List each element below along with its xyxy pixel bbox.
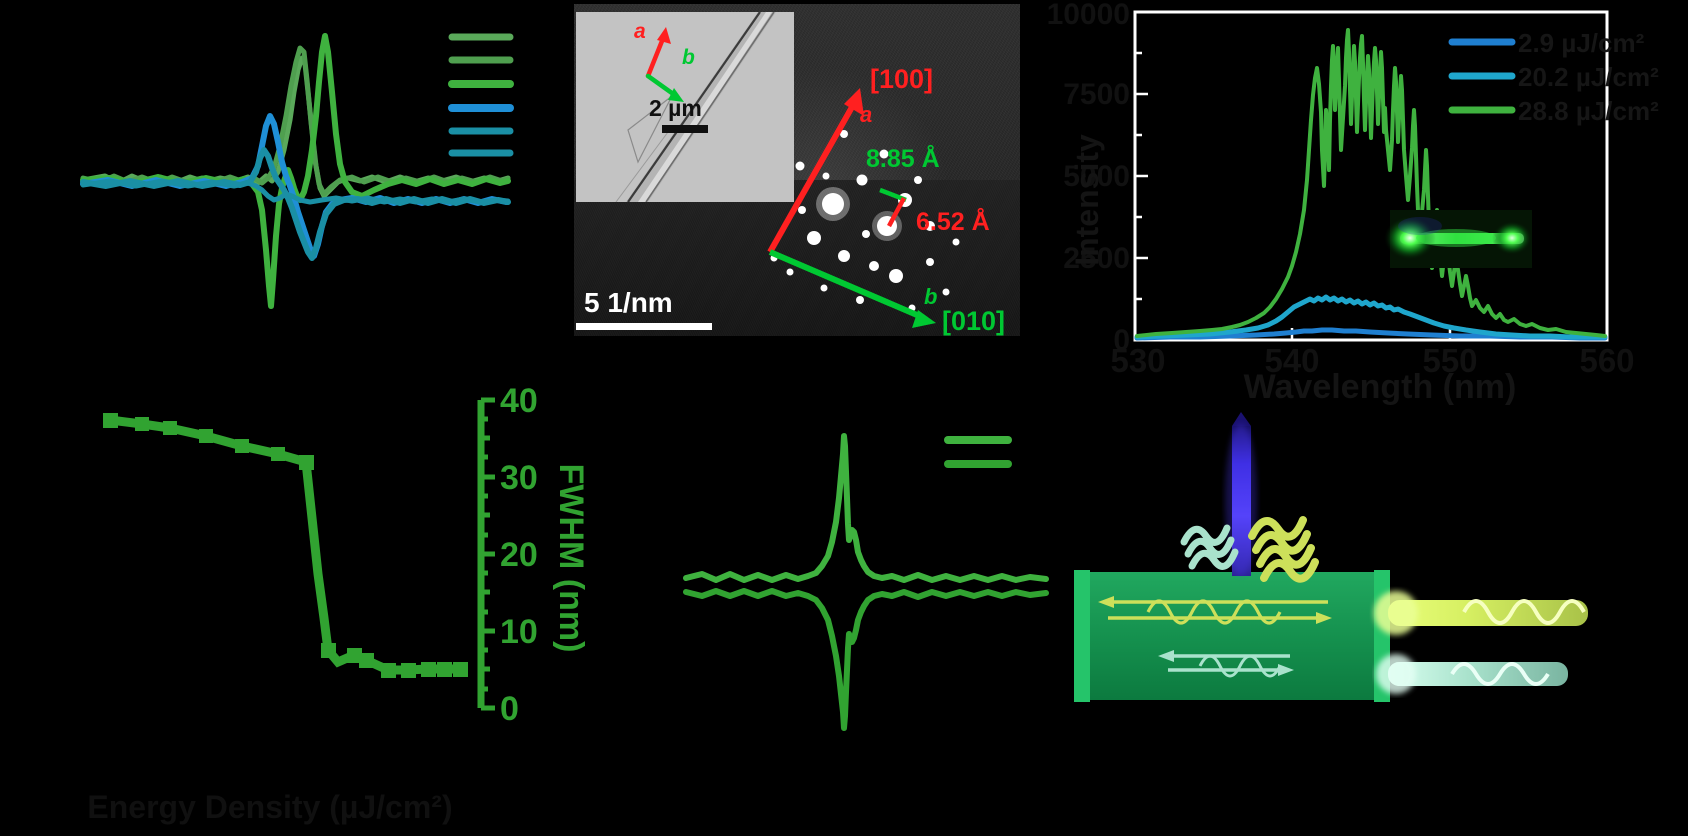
cavity-left-mirror — [1074, 570, 1090, 702]
pl-y-ticks — [1135, 10, 1148, 342]
pl-ytick-5000: 5000 — [1063, 160, 1130, 193]
pl-xlabel: Wavelength (nm) — [1244, 368, 1517, 406]
tem-scalebar — [662, 125, 708, 133]
cd-top-legend — [448, 33, 514, 157]
emission-mint-wavelet — [1180, 524, 1239, 570]
wave-upper-group — [1098, 596, 1332, 625]
fwhm-data-markers — [103, 413, 468, 678]
tem-inset-svg: a b 2 µm — [576, 12, 794, 202]
saed-direction-b: [010] — [942, 306, 1005, 336]
dspacing-green-label: 8.85 Å — [866, 144, 940, 173]
cd-trace-green-2 — [80, 45, 511, 197]
cd-bottom-legend — [944, 436, 1012, 468]
saed-a-arrow — [767, 98, 859, 254]
fwhm-ytick-30: 30 — [500, 459, 538, 497]
pump-beam-tip — [1232, 412, 1251, 426]
pl-svg: 0 2500 5000 7500 10000 530 540 550 560 I… — [1047, 0, 1660, 406]
saed-scalebar-label: 5 1/nm — [584, 287, 673, 318]
output-beam-mint — [1376, 654, 1568, 694]
pl-trace-28p8 — [1135, 28, 1607, 338]
fwhm-ytick-40: 40 — [500, 382, 538, 420]
pump-beam-glow — [1225, 424, 1257, 576]
panel-top-left-cd-spectrum — [0, 0, 560, 360]
pl-x-ticklabels: 530 540 550 560 — [1110, 342, 1634, 379]
pl-legend-label-0: 2.9 µJ/cm² — [1518, 28, 1645, 58]
pl-legend: 2.9 µJ/cm² 20.2 µJ/cm² 28.8 µJ/cm² — [1448, 28, 1659, 126]
dspacing-red-label: 6.52 Å — [916, 207, 990, 236]
fwhm-ytick-0: 0 — [500, 690, 519, 728]
pl-xtick-530: 530 — [1110, 342, 1165, 379]
tem-axis-a-arrow — [645, 33, 667, 79]
cavity-body — [1074, 572, 1390, 700]
cd-bottom-svg — [683, 433, 1049, 731]
panel-schematic — [1060, 404, 1620, 734]
saed-a-arrowhead — [844, 88, 864, 116]
fwhm-svg: 40 30 20 10 0 FWHM (nm) Energy De — [87, 382, 590, 825]
pl-legend-label-1: 20.2 µJ/cm² — [1518, 62, 1659, 92]
saed-b-arrow — [768, 249, 926, 321]
cd-bottom-trace-2 — [683, 588, 1049, 731]
emission-yellow-wavelet — [1248, 516, 1319, 583]
tem-axis-b-arrow — [645, 73, 679, 99]
saed-axis-a-label: a — [860, 102, 872, 127]
fwhm-y-ticklabels: 40 30 20 10 0 — [500, 382, 538, 728]
schematic-svg — [1074, 412, 1588, 702]
fwhm-xlabel: Energy Density (µJ/cm²) — [87, 789, 452, 825]
pl-legend-label-2: 28.8 µJ/cm² — [1518, 96, 1659, 126]
pl-ylabel: Intensity — [1069, 134, 1105, 266]
tem-axis-b-label: b — [682, 46, 695, 69]
pl-y-ticklabels: 0 2500 5000 7500 10000 — [1047, 0, 1130, 357]
cd-top-svg — [80, 33, 514, 309]
fwhm-y-ticks — [481, 397, 495, 711]
pl-ytick-10000: 10000 — [1047, 0, 1130, 31]
pl-ytick-7500: 7500 — [1063, 78, 1130, 111]
panel-saed-tem: a b 2 µm — [574, 4, 1020, 336]
wave-lower-group — [1158, 650, 1294, 678]
tem-axis-a-head — [657, 27, 671, 44]
fwhm-right-axis-title: FWHM (nm) — [552, 464, 590, 653]
tem-axis-a-label: a — [634, 20, 646, 43]
tem-axis-b-head — [668, 88, 684, 102]
saed-overlay-svg: [100] a [010] b 8.85 Å 6.52 Å 5 1/nm — [576, 64, 1005, 336]
pl-xtick-540: 540 — [1264, 342, 1319, 379]
cd-trace-teal-3 — [80, 178, 511, 205]
saed-direction-a: [100] — [870, 64, 933, 94]
cd-bottom-trace-1 — [683, 433, 1049, 583]
pl-inset-lasing-photo — [1384, 210, 1532, 268]
saed-b-arrowhead — [912, 310, 936, 328]
pl-ytick-2500: 2500 — [1063, 242, 1130, 275]
pl-xtick-550: 550 — [1422, 342, 1477, 379]
output-beam-yellow — [1374, 591, 1588, 635]
cd-trace-green-1 — [80, 55, 511, 199]
panel-fwhm: 40 30 20 10 0 FWHM (nm) Energy De — [20, 378, 590, 836]
pl-trace-20p2 — [1134, 294, 1608, 340]
pl-ytick-0: 0 — [1113, 324, 1130, 357]
fwhm-ytick-20: 20 — [500, 536, 538, 574]
saed-axis-b-label: b — [924, 284, 937, 309]
panel-bottom-cd-spectrum — [600, 380, 1060, 800]
panel-pl-spectrum: 0 2500 5000 7500 10000 530 540 550 560 I… — [1047, 0, 1680, 406]
saed-scalebar — [576, 323, 712, 330]
tem-inset-image: a b 2 µm — [576, 12, 794, 202]
tem-scalebar-label: 2 µm — [649, 95, 702, 121]
dspacing-red-marker — [887, 196, 906, 228]
pl-xtick-560: 560 — [1579, 342, 1634, 379]
fwhm-ytick-10: 10 — [500, 613, 538, 651]
diffraction-spot-group — [770, 130, 960, 312]
